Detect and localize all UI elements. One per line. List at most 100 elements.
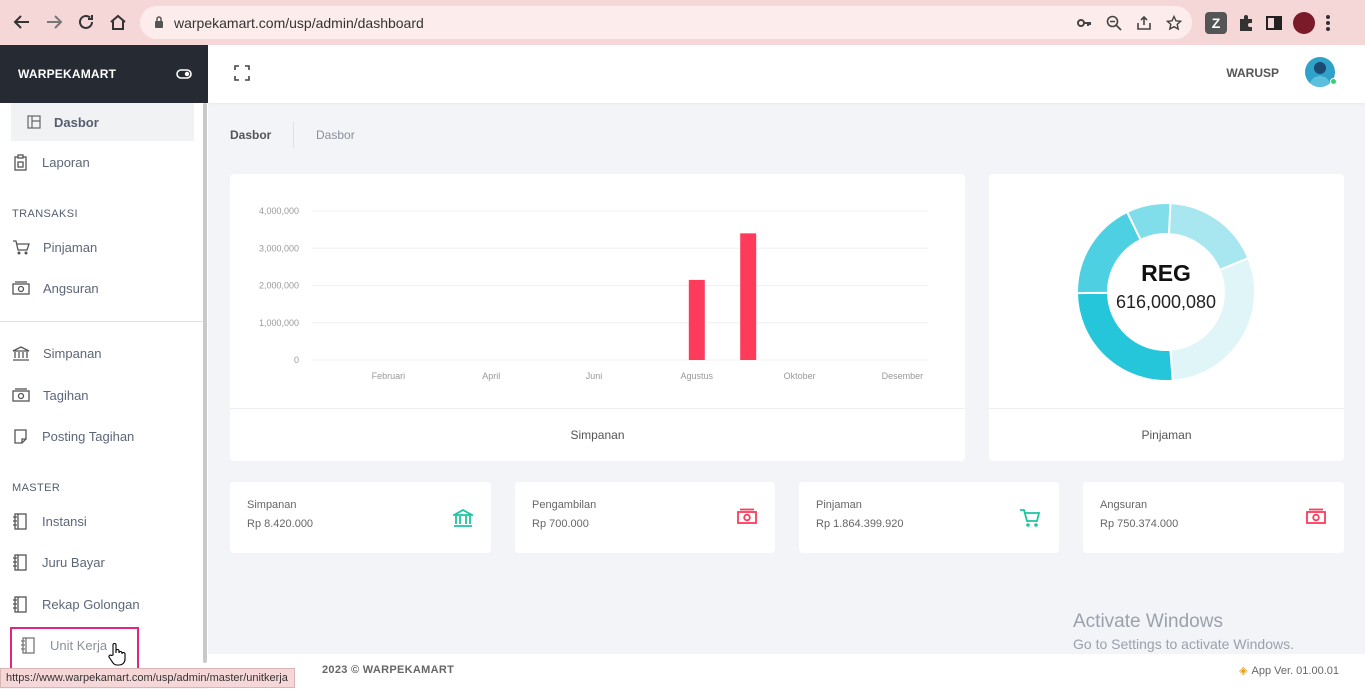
app-version: ◈ App Ver. 01.00.01: [1239, 664, 1339, 677]
brand-logo-text[interactable]: WARPEKAMART: [18, 67, 117, 81]
notebook-icon: [13, 513, 27, 530]
sidebar-item-label: Laporan: [42, 155, 90, 170]
donut-center-title: REG: [1141, 260, 1191, 286]
y-tick-label: 4,000,000: [259, 206, 299, 216]
layout-icon: [27, 115, 41, 129]
arrow-right-icon: [47, 15, 63, 29]
zoom-out-icon[interactable]: [1106, 15, 1122, 31]
x-tick-label: Juni: [586, 371, 603, 381]
key-icon[interactable]: [1076, 15, 1092, 31]
bar-september[interactable]: [740, 233, 757, 360]
section-header-transaksi: TRANSAKSI: [12, 208, 78, 220]
sidebar-item-pinjaman[interactable]: Pinjaman: [12, 239, 97, 256]
bank-icon: [12, 346, 30, 361]
sidebar-panel-icon[interactable]: [1265, 14, 1283, 32]
sidebar-item-label: Unit Kerja: [50, 638, 108, 653]
windows-activation-subtitle: Go to Settings to activate Windows.: [1073, 636, 1294, 652]
notebook-icon: [21, 637, 35, 654]
y-tick-label: 0: [294, 355, 299, 365]
address-bar[interactable]: warpekamart.com/usp/admin/dashboard: [140, 6, 1192, 39]
profile-avatar[interactable]: [1293, 11, 1315, 34]
y-tick-label: 2,000,000: [259, 281, 299, 291]
hand-cursor-icon: [108, 643, 126, 666]
cash-icon: [12, 388, 30, 402]
online-status-dot: [1330, 78, 1337, 85]
sidebar-divider: [0, 321, 203, 322]
notebook-icon: [13, 554, 27, 571]
stat-label: Angsuran: [1100, 499, 1148, 511]
sidebar-item-label: Posting Tagihan: [42, 429, 135, 444]
star-icon[interactable]: [1166, 14, 1182, 31]
donut-slice[interactable]: [1125, 202, 1172, 242]
note-icon: [14, 429, 27, 444]
notebook-icon: [13, 596, 27, 613]
x-tick-label: Desember: [882, 371, 924, 381]
home-button[interactable]: [102, 6, 134, 38]
cash-icon: [1306, 508, 1326, 524]
stat-value: Rp 750.374.000: [1100, 518, 1179, 530]
user-avatar-icon: [1309, 62, 1331, 87]
cart-icon: [13, 240, 30, 255]
sidebar-item-tagihan[interactable]: Tagihan: [12, 387, 89, 404]
puzzle-icon[interactable]: [1237, 14, 1255, 32]
sidebar-item-rekap-golongan[interactable]: Rekap Golongan: [12, 596, 140, 613]
stat-card-angsuran: Angsuran Rp 750.374.000: [1083, 482, 1344, 553]
sidebar-item-dasbor[interactable]: Dasbor: [11, 103, 194, 141]
back-button[interactable]: [6, 6, 38, 38]
donut-slice[interactable]: [1076, 210, 1142, 295]
fullscreen-icon[interactable]: [234, 65, 250, 81]
sidebar-item-label: Juru Bayar: [42, 555, 105, 570]
bar-agustus[interactable]: [688, 279, 705, 360]
username-label[interactable]: WARUSP: [1226, 66, 1279, 80]
sidebar-item-simpanan[interactable]: Simpanan: [12, 345, 102, 362]
cart-icon: [1020, 509, 1041, 527]
windows-activation-title: Activate Windows: [1073, 611, 1223, 632]
section-header-master: MASTER: [12, 482, 61, 494]
stat-value: Rp 1.864.399.920: [816, 518, 904, 530]
stat-card-simpanan: Simpanan Rp 8.420.000: [230, 482, 491, 553]
simpanan-chart-card: 4,000,000 3,000,000 2,000,000 1,000,000 0 Feb…: [230, 174, 965, 461]
browser-toolbar: warpekamart.com/usp/admin/dashboard Z: [0, 0, 1365, 45]
stat-value: Rp 700.000: [532, 518, 589, 530]
bank-icon: [453, 508, 473, 527]
reload-button[interactable]: [70, 6, 102, 38]
top-header: WARUSP: [208, 45, 1365, 103]
sidebar-item-label: Instansi: [42, 514, 87, 529]
sidebar-item-label: Dasbor: [54, 114, 99, 130]
sidebar-scrollbar[interactable]: [203, 103, 207, 663]
breadcrumb[interactable]: Dasbor: [316, 128, 355, 142]
menu-dots-icon[interactable]: [1325, 14, 1331, 32]
app-version-text: App Ver. 01.00.01: [1251, 665, 1339, 677]
forward-button[interactable]: [38, 6, 70, 38]
sidebar-item-label: Angsuran: [43, 281, 99, 296]
x-tick-label: Februari: [372, 371, 406, 381]
sidebar-item-angsuran[interactable]: Angsuran: [12, 280, 99, 297]
reload-icon: [79, 14, 93, 29]
chart-card-footer: Simpanan: [230, 408, 965, 461]
sidebar-toggle-icon[interactable]: [176, 66, 192, 82]
sidebar-item-label: Simpanan: [43, 346, 102, 361]
cash-icon: [737, 508, 757, 524]
stat-label: Simpanan: [247, 499, 297, 511]
sidebar-item-label: Rekap Golongan: [42, 597, 140, 612]
link-status-bar: https://www.warpekamart.com/usp/admin/ma…: [0, 668, 295, 688]
sidebar-item-posting-tagihan[interactable]: Posting Tagihan: [12, 428, 134, 445]
sidebar-item-unit-kerja[interactable]: Unit Kerja: [20, 637, 107, 654]
address-text: warpekamart.com/usp/admin/dashboard: [174, 14, 424, 31]
y-tick-label: 1,000,000: [259, 318, 299, 328]
footer-copyright: 2023 © WARPEKAMART: [322, 664, 455, 676]
stat-label: Pinjaman: [816, 499, 862, 511]
sidebar: [0, 103, 208, 668]
sidebar-item-instansi[interactable]: Instansi: [12, 513, 87, 530]
y-tick-label: 3,000,000: [259, 243, 299, 253]
donut-card-footer: Pinjaman: [989, 408, 1344, 461]
x-tick-label: April: [482, 371, 500, 381]
page-title: Dasbor: [230, 128, 272, 142]
sidebar-item-juru-bayar[interactable]: Juru Bayar: [12, 554, 105, 571]
sidebar-item-label: Tagihan: [43, 388, 89, 403]
share-icon[interactable]: [1136, 15, 1152, 31]
x-tick-label: Oktober: [784, 371, 816, 381]
sidebar-item-laporan[interactable]: Laporan: [12, 154, 90, 171]
z-extension-icon[interactable]: Z: [1205, 11, 1227, 34]
x-tick-label: Agustus: [681, 371, 714, 381]
